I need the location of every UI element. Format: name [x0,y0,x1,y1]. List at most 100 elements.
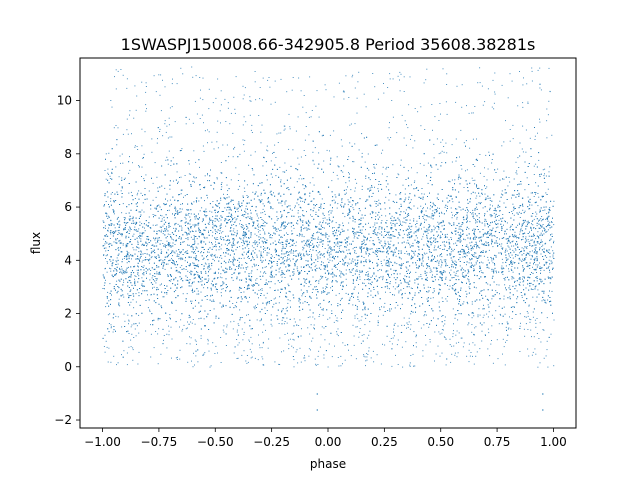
data-point [535,252,537,254]
data-point [198,318,200,320]
data-point [226,244,228,246]
data-point [115,242,117,244]
data-point [535,215,537,217]
data-point [534,248,536,250]
data-point [128,260,129,262]
data-point [285,253,287,255]
data-point [162,225,164,227]
data-point [229,268,230,270]
data-point [393,201,395,203]
data-point [540,278,542,280]
data-point [404,253,406,254]
data-point [192,224,194,226]
data-point [451,211,453,213]
data-point [262,228,264,229]
data-point [119,267,120,269]
data-point [464,276,466,278]
data-point [258,289,260,291]
data-point [315,286,317,288]
data-point [515,172,517,174]
data-point [345,278,347,280]
data-point [257,223,259,225]
data-point [490,216,492,218]
data-point [273,192,274,194]
data-point [243,291,245,293]
data-point [514,231,516,233]
data-point [527,196,529,198]
data-point [535,211,537,213]
data-point [465,290,467,292]
data-point [246,184,248,186]
data-point [234,221,236,223]
data-point [365,243,367,245]
data-point [161,262,163,264]
data-point [359,276,361,278]
data-point [121,266,122,268]
data-point [216,218,218,220]
data-point [234,244,236,246]
data-point [522,209,524,211]
data-point [420,223,422,225]
data-point [285,308,287,310]
data-point [394,307,396,309]
data-point [281,309,283,311]
data-point [439,215,440,217]
data-point [440,245,442,246]
data-point [274,283,276,285]
data-point [534,258,536,260]
data-point [538,220,539,222]
data-point [468,286,470,288]
data-point [352,261,354,263]
data-point [331,250,333,251]
data-point [518,211,520,213]
data-point [440,266,442,268]
data-point [388,234,389,236]
data-point [517,157,519,159]
data-point [273,276,275,278]
data-point [109,175,111,177]
data-point [545,192,547,194]
data-point [502,214,504,215]
data-point [427,227,429,229]
data-point [550,278,552,280]
data-point [409,362,411,364]
data-point [312,276,314,278]
data-point [175,270,177,272]
data-point [193,277,195,279]
data-point [436,268,437,270]
data-point [199,188,201,190]
data-point [537,193,539,194]
data-point [256,283,258,285]
data-point [434,239,436,241]
data-point [123,279,124,281]
data-point [345,189,347,191]
data-point [150,270,152,271]
data-point [244,234,246,236]
data-point [450,269,452,271]
data-point [128,252,130,254]
data-point [434,257,436,259]
data-point [125,212,127,214]
data-point [247,256,249,258]
data-point [349,201,351,203]
data-point [517,184,518,186]
data-point [163,296,165,298]
data-point [264,307,266,309]
data-point [278,271,280,273]
data-point [455,160,457,162]
data-point [530,319,532,321]
data-point [292,252,294,254]
data-point [414,292,416,294]
data-point [378,241,380,243]
data-point [516,290,518,292]
data-point [281,236,283,238]
data-point [535,193,536,195]
data-point [194,305,196,307]
data-point [400,264,402,266]
data-point [276,219,278,221]
data-point [543,269,545,271]
data-point [519,281,521,283]
data-point [258,231,259,233]
data-point [286,306,288,308]
data-point [332,273,334,275]
